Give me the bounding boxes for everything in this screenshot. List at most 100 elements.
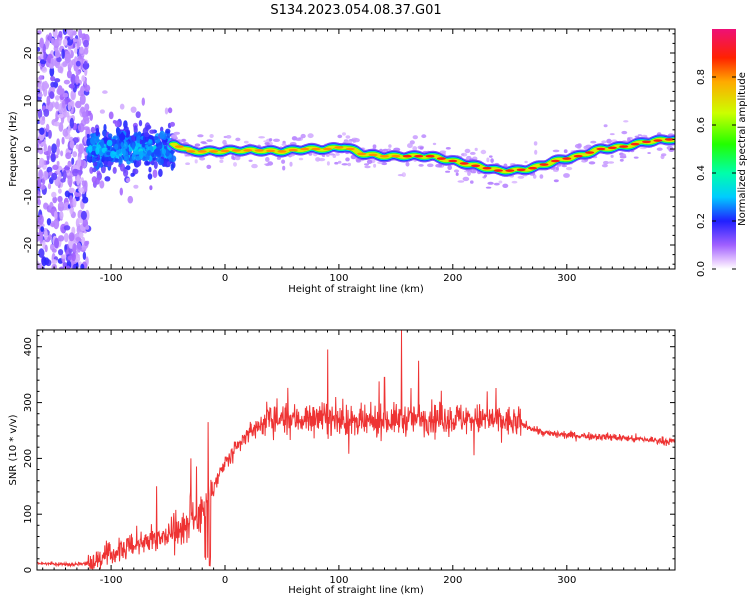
spectrogram-cell — [80, 210, 87, 220]
spectrogram-cell — [143, 132, 150, 138]
spectrogram-cell — [77, 123, 85, 133]
spectrogram-ridge-core — [630, 142, 640, 146]
spectrogram-ridge-core — [334, 146, 344, 149]
spectrogram-cell — [99, 180, 105, 189]
y-tick-label: 10 — [23, 95, 34, 108]
spectrogram-cell — [590, 140, 597, 144]
spectrogram-cell — [107, 161, 112, 167]
spectrogram-cell — [62, 61, 68, 68]
spectrogram-ridge-core — [539, 163, 549, 166]
spectrogram-cell — [103, 124, 107, 132]
spectrogram-ridge-core — [436, 157, 446, 160]
x-tick-label: -100 — [100, 273, 123, 284]
spectrogram-ridge-core — [573, 154, 583, 158]
spectrogram-cell — [258, 136, 265, 139]
spectrogram-cell — [51, 263, 57, 269]
spectrogram-cell — [487, 181, 494, 185]
spectrogram-cell — [315, 157, 321, 162]
y-tick-label: -10 — [23, 189, 34, 205]
spectrogram-cell — [39, 127, 45, 135]
spectrogram-cell — [341, 163, 348, 166]
spectrogram-cell — [56, 160, 60, 167]
spectrogram-cell — [123, 168, 129, 177]
spectrogram-cell — [75, 236, 82, 242]
spectrogram-cell — [76, 78, 80, 83]
colorbar-tick-label: 0.4 — [696, 165, 707, 181]
spectrogram-cell — [563, 149, 568, 154]
spectrogram-cell — [610, 154, 614, 158]
spectrogram-cell — [72, 264, 77, 269]
spectrogram-cell — [133, 125, 138, 134]
spectrogram-cell — [61, 99, 66, 109]
spectrogram-cell — [76, 40, 80, 50]
spectrogram-cell — [62, 262, 68, 268]
spectrogram-cell — [81, 180, 87, 187]
x-tick-label: 100 — [329, 273, 348, 284]
spectrogram-cell — [276, 156, 281, 160]
spectrogram-ridge-core — [550, 159, 560, 163]
spectrogram-cell — [511, 180, 518, 184]
spectrogram-cell — [200, 141, 207, 144]
spectrogram-cell — [79, 94, 86, 105]
snr-x-label: Height of straight line (km) — [288, 585, 424, 596]
spectrogram-cell — [141, 139, 145, 148]
spectrogram-cell — [62, 128, 69, 137]
spectrogram-cell — [332, 154, 337, 158]
spectrogram-cell — [37, 232, 40, 243]
spectrogram-cell — [112, 135, 118, 140]
spectrogram-cell — [144, 160, 149, 166]
spectrogram-cell — [364, 165, 371, 169]
colorbar-label: Normalized spectral amplitude — [737, 72, 748, 226]
spectrogram-ridge-core — [493, 169, 503, 172]
spectrogram-cell — [534, 149, 538, 155]
spectrogram-cell — [166, 161, 171, 167]
spectrogram-cell — [66, 265, 71, 269]
spectrogram-cell — [373, 163, 377, 168]
spectrogram-cell — [282, 140, 286, 145]
spectrogram-cell — [226, 135, 232, 139]
spectrogram-ridge-core — [357, 152, 367, 156]
spectrogram-ridge-core — [664, 138, 674, 141]
spectrogram-cell — [66, 29, 73, 36]
spectrogram-ridge-core — [380, 154, 389, 158]
spectrogram-cell — [387, 148, 392, 151]
spectrogram-cell — [498, 180, 503, 184]
spectrogram-cell — [453, 169, 460, 173]
spectrogram-cell — [146, 150, 152, 156]
spectrogram-ridge-core — [596, 147, 606, 151]
colorbar-tick-label: 0.2 — [696, 213, 707, 229]
spectrogram-cell — [199, 156, 206, 161]
spectrogram-cell — [153, 148, 160, 155]
spectrogram-cell — [124, 141, 128, 149]
spectrogram-cell — [334, 161, 339, 165]
spectrogram-cell — [457, 180, 465, 183]
spectrogram-cell — [61, 48, 65, 60]
x-tick-label: 100 — [329, 575, 348, 586]
spectrogram-cell — [265, 157, 270, 162]
spectrogram-cell — [75, 70, 81, 75]
spectrogram-cell — [353, 138, 360, 143]
spectrogram-cell — [82, 111, 87, 118]
spectrogram-cell — [364, 163, 369, 166]
spectrogram-cell — [76, 174, 81, 186]
spectrogram-cell — [38, 248, 45, 258]
spectrogram-cell — [67, 101, 72, 111]
spectrogram-cell — [345, 135, 351, 139]
spectrogram-image — [37, 29, 675, 269]
spectrogram-cell — [138, 119, 143, 127]
spectrogram-cell — [39, 37, 44, 49]
spectrogram-cell — [114, 143, 119, 150]
spectrogram-cell — [337, 134, 343, 139]
spectrogram-ridge-core — [505, 169, 515, 172]
spectrogram-cell — [524, 160, 528, 164]
spectrogram-cell — [37, 199, 41, 206]
spectrogram-cell — [43, 80, 48, 90]
spectrogram-ridge-core — [459, 162, 469, 165]
spectrogram-cell — [54, 210, 58, 220]
spectrogram-cell — [133, 184, 139, 189]
spectrogram-cell — [62, 92, 69, 98]
spectrogram-cell — [296, 137, 302, 140]
spectrogram-cell — [366, 159, 373, 164]
spectrogram-cell — [326, 154, 330, 157]
x-tick-label: 0 — [222, 575, 228, 586]
